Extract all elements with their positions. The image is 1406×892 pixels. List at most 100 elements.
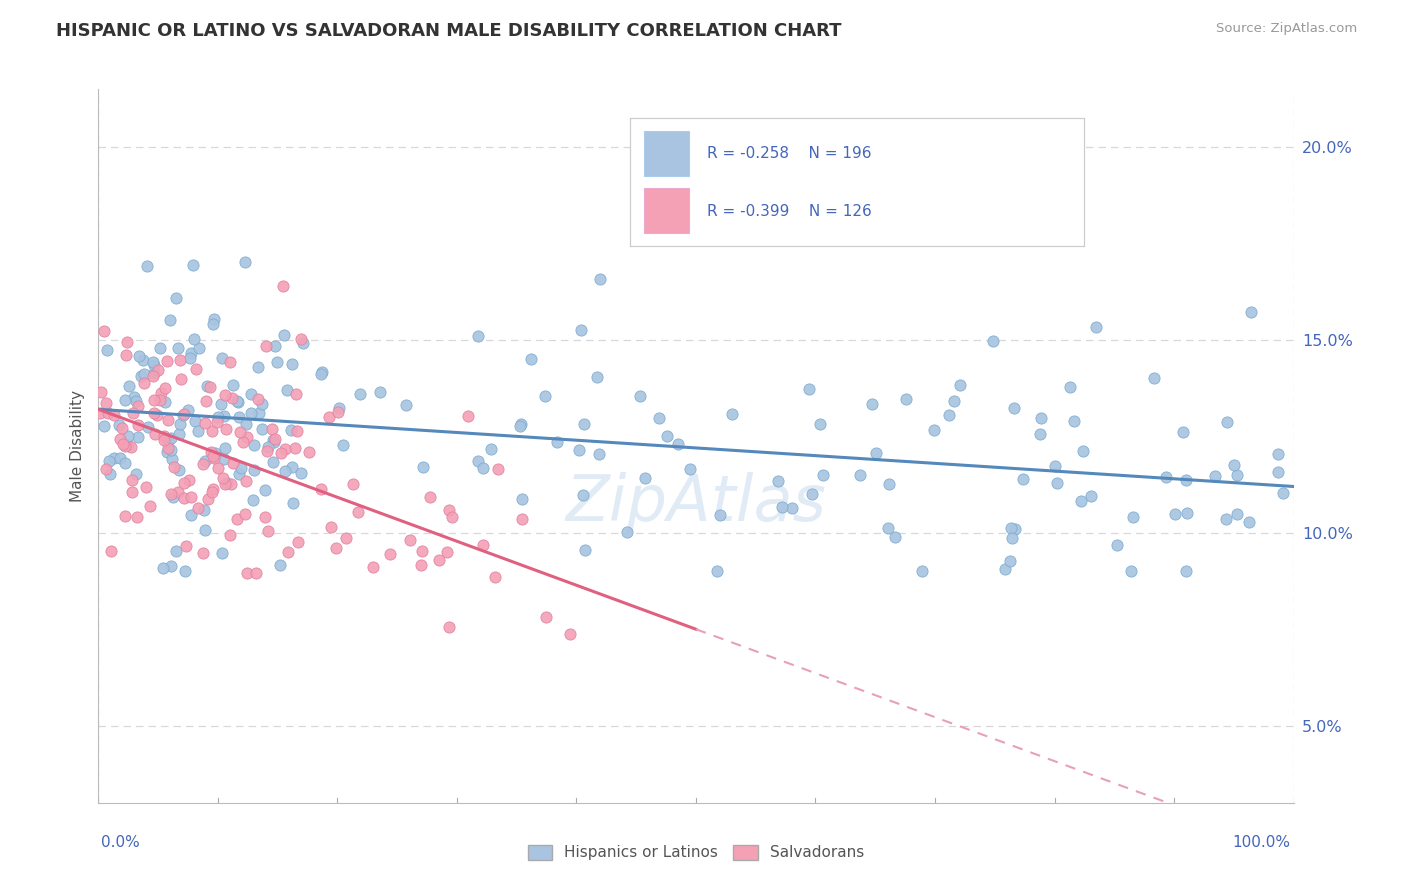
Point [709,508,731,522]
Point [361,560,384,574]
Point [572,488,595,502]
Point [125,467,148,481]
Point [668,437,690,451]
Point [165,291,187,305]
Point [243,437,266,451]
Point [169,427,191,442]
Point [1004,523,1026,537]
Point [103,409,125,423]
Point [108,432,131,446]
Point [122,406,145,420]
Point [117,335,139,350]
Point [1226,508,1249,522]
Point [124,390,146,404]
Point [585,369,607,384]
Point [309,483,332,497]
Point [233,508,256,522]
Point [221,391,243,405]
Point [1080,489,1102,503]
Point [411,460,433,475]
Point [876,521,898,535]
Point [180,508,202,522]
Point [90,385,112,400]
Point [510,512,533,526]
Point [187,424,209,438]
Point [114,456,136,470]
Point [648,411,671,425]
Point [194,523,217,537]
Point [191,547,214,561]
Point [149,341,172,355]
Point [419,490,441,504]
Point [93,418,115,433]
Point [93,324,115,338]
Point [136,259,159,273]
Point [589,271,612,285]
Point [1143,370,1166,384]
Point [427,553,450,567]
Point [157,413,180,427]
Point [215,475,238,490]
Point [173,475,195,490]
Point [156,354,179,368]
Point [346,505,368,519]
Point [143,359,166,373]
Point [574,543,596,558]
Point [94,462,117,476]
Point [949,377,972,392]
Point [152,561,174,575]
Point [226,393,249,408]
Point [467,329,489,343]
Point [1171,425,1194,440]
Point [226,394,249,409]
Point [111,421,134,435]
Point [108,450,131,465]
Point [186,362,208,376]
Point [558,627,581,641]
Point [262,433,284,447]
Point [1215,512,1237,526]
Point [207,410,229,425]
Point [143,427,166,442]
Point [546,434,568,449]
Point [877,477,900,491]
Point [509,419,531,434]
Point [274,442,297,457]
Point [276,383,298,397]
Point [335,531,357,545]
Point [121,484,143,499]
Point [287,534,309,549]
Point [395,398,418,412]
Point [214,388,236,402]
Point [471,461,494,475]
Point [201,424,224,438]
Point [143,366,166,380]
Point [1175,565,1198,579]
Point [981,334,1004,348]
Point [246,392,269,406]
Point [197,491,219,506]
Point [256,443,278,458]
Point [183,332,205,346]
Point [616,524,638,539]
Point [177,403,200,417]
Point [569,324,592,338]
Point [1063,414,1085,428]
Point [264,432,287,446]
Point [263,435,285,450]
Point [169,353,191,368]
Point [1107,538,1129,552]
Point [235,566,257,580]
Point [156,445,179,459]
Point [156,441,179,455]
Point [187,500,209,515]
Point [679,462,702,476]
Point [202,451,225,466]
Point [411,544,433,558]
Point [467,454,489,468]
Point [143,406,166,420]
Point [260,422,283,436]
Point [262,455,284,469]
Point [117,438,139,452]
Point [167,462,190,476]
